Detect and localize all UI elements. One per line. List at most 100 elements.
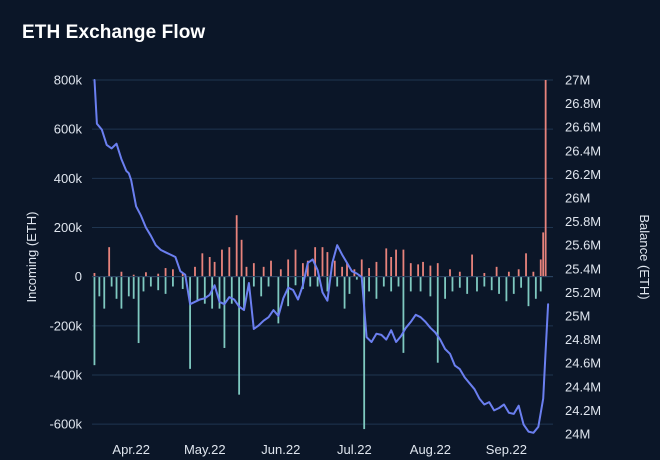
inflow-bar	[517, 269, 520, 277]
outflow-bar	[382, 276, 385, 287]
inflow-bar	[252, 263, 255, 277]
outflow-bar	[348, 276, 351, 294]
y-left-axis-title: Incoming (ETH)	[24, 211, 39, 302]
inflow-bar	[436, 263, 439, 277]
y-right-tick-label: 26.6M	[565, 120, 601, 135]
outflow-bar	[252, 276, 255, 287]
inflow-bar	[449, 269, 451, 277]
outflow-bar	[230, 276, 233, 304]
inflow-bar	[262, 266, 265, 277]
outflow-bar	[498, 276, 500, 294]
y-right-tick-label: 24.4M	[565, 379, 601, 394]
inflow-bar	[429, 265, 432, 277]
y-right-axis-title: Balance (ETH)	[637, 214, 652, 299]
y-right-tick-label: 25M	[565, 309, 590, 324]
y-right-tick-label: 26.2M	[565, 167, 601, 182]
outflow-bar	[336, 276, 339, 287]
inflow-bar	[385, 248, 388, 277]
outflow-bar	[527, 276, 530, 307]
x-tick-label: Jun.22	[261, 442, 300, 457]
inflow-bar	[402, 249, 405, 277]
outflow-bar	[267, 276, 270, 287]
inflow-bar	[235, 215, 238, 277]
y-right-tick-label: 25.6M	[565, 238, 601, 253]
inflow-bar	[458, 271, 461, 277]
y-right-tick-label: 26.8M	[565, 96, 601, 111]
inflow-bar	[181, 272, 184, 277]
outflow-bar	[512, 276, 515, 294]
outflow-bar	[397, 276, 400, 287]
inflow-bar	[213, 261, 216, 277]
inflow-bar	[314, 247, 317, 277]
outflow-bar	[458, 276, 461, 288]
outflow-bar	[132, 276, 135, 299]
outflow-bar	[218, 276, 221, 309]
inflow-bar	[108, 247, 111, 277]
inflow-bar	[395, 249, 397, 277]
outflow-bar	[444, 276, 447, 299]
y-right-tick-label: 25.2M	[565, 285, 601, 300]
outflow-bar	[98, 276, 101, 297]
outflow-bar	[390, 276, 393, 292]
y-right-tick-label: 24.2M	[565, 403, 601, 418]
outflow-bar	[343, 276, 346, 309]
y-right-tick-label: 27M	[565, 73, 590, 88]
inflow-bar	[287, 259, 290, 277]
y-left-tick-label: 800k	[54, 73, 83, 88]
inflow-bar	[483, 272, 486, 277]
inflow-bar	[245, 266, 248, 277]
inflow-bar	[360, 259, 363, 277]
inflow-bar	[157, 273, 160, 277]
outflow-bar	[181, 276, 184, 289]
y-right-tick-label: 25.4M	[565, 261, 601, 276]
inflow-bar	[409, 263, 412, 277]
outflow-bar	[115, 276, 118, 299]
inflow-bar	[390, 257, 393, 277]
inflow-bar	[240, 239, 243, 277]
inflow-bar	[201, 253, 204, 277]
inflow-bar	[208, 257, 211, 277]
inflow-bar	[321, 247, 324, 277]
outflow-bar	[419, 276, 422, 292]
outflow-bar	[189, 276, 191, 369]
outflow-bar	[355, 276, 358, 280]
x-tick-label: Sep.22	[486, 442, 527, 457]
inflow-bar	[228, 247, 231, 277]
y-right-tick-label: 26.4M	[565, 143, 601, 158]
y-left-tick-label: 600k	[54, 122, 83, 137]
outflow-bar	[93, 276, 96, 366]
outflow-bar	[277, 276, 280, 324]
outflow-bar	[520, 276, 523, 288]
outflow-bar	[172, 276, 174, 287]
outflow-bar	[211, 276, 214, 309]
y-right-tick-label: 24.8M	[565, 332, 601, 347]
y-left-tick-label: -400k	[49, 368, 82, 383]
y-right-tick-label: 25.8M	[565, 214, 601, 229]
inflow-bar	[495, 266, 498, 277]
outflow-bar	[103, 276, 106, 309]
outflow-bar	[149, 276, 152, 287]
outflow-bar	[157, 276, 160, 291]
outflow-bar	[127, 276, 130, 297]
outflow-bar	[243, 276, 245, 309]
outflow-bar	[110, 276, 113, 287]
y-right-tick-label: 24M	[565, 427, 590, 442]
x-tick-label: May.22	[184, 442, 226, 457]
inflow-bar	[93, 272, 96, 277]
inflow-bar	[542, 232, 545, 277]
outflow-bar	[294, 276, 297, 286]
outflow-bar	[429, 276, 432, 297]
inflow-bar	[471, 254, 473, 277]
inflow-bar	[172, 269, 174, 277]
inflow-bar	[279, 269, 282, 277]
outflow-bar	[120, 276, 123, 309]
inflow-bar	[120, 271, 123, 277]
inflow-bar	[164, 268, 167, 277]
outflow-bar	[363, 276, 366, 430]
outflow-bar	[539, 276, 542, 292]
outflow-bar	[483, 276, 486, 287]
outflow-bar	[490, 276, 493, 291]
outflow-bar	[287, 276, 290, 307]
outflow-bar	[137, 276, 140, 344]
